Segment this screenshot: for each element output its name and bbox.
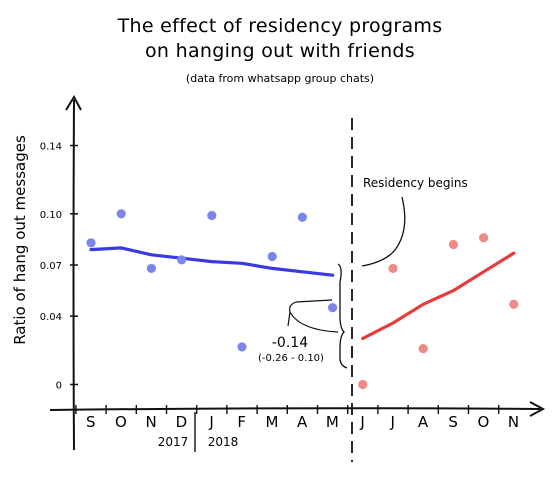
chart-title-line1: The effect of residency programs [117, 15, 443, 37]
data-point [358, 379, 368, 390]
year-label-2017: 2017 [158, 435, 189, 449]
chart-title-line2: on hanging out with friends [145, 40, 415, 62]
data-point [328, 303, 338, 313]
effect-value: -0.14 [272, 335, 308, 351]
x-tick-label: O [115, 413, 127, 431]
y-tick-label: 0.14 [40, 142, 62, 153]
data-points [86, 209, 519, 390]
residency-label: Residency begins [363, 176, 468, 190]
data-point [418, 344, 428, 354]
x-axis [49, 401, 546, 417]
fit-line-1 [89, 246, 335, 277]
y-axis [65, 94, 82, 451]
data-point [448, 239, 458, 250]
x-tick-label: N [508, 413, 520, 431]
data-point [237, 342, 247, 352]
year-label-2018: 2018 [208, 435, 239, 449]
data-point [479, 233, 489, 243]
y-tick-label: 0.10 [40, 210, 62, 221]
y-tick-label: 0 [56, 380, 62, 391]
x-tick-label: O [477, 413, 489, 431]
data-point [509, 299, 519, 309]
x-tick-label: A [418, 413, 429, 431]
chart-subtitle: (data from whatsapp group chats) [186, 72, 374, 85]
residency-annotation: Residency begins [361, 176, 468, 267]
x-tick-label: S [86, 413, 96, 431]
y-tick-label: 0.07 [40, 261, 62, 272]
data-point [116, 209, 126, 219]
data-point [207, 210, 217, 221]
y-ticks: 0 0.04 0.07 0.10 0.14 [40, 142, 78, 391]
fit-lines [89, 246, 516, 340]
data-point [388, 263, 398, 274]
effect-ci: (-0.26 - 0.10) [258, 353, 324, 364]
x-tick-label: D [176, 413, 188, 431]
x-tick-label: M [265, 413, 278, 431]
data-point [177, 255, 187, 265]
x-tick-label: J [390, 413, 396, 431]
data-point [146, 263, 156, 274]
x-tick-label: A [297, 413, 308, 431]
fit-line-2 [361, 251, 516, 340]
effect-annotation: -0.14 (-0.26 - 0.10) [258, 263, 348, 369]
x-tick-label: J [208, 413, 214, 431]
x-tick-label: N [146, 413, 158, 431]
x-tick-label: J [359, 413, 365, 431]
y-axis-label: Ratio of hang out messages [11, 135, 29, 345]
data-point [297, 212, 307, 222]
x-tick-label: S [448, 413, 458, 431]
x-tick-label: M [326, 413, 339, 431]
data-point [86, 238, 96, 248]
data-point [267, 251, 277, 262]
x-tick-label: F [237, 413, 246, 431]
y-tick-label: 0.04 [40, 312, 62, 323]
